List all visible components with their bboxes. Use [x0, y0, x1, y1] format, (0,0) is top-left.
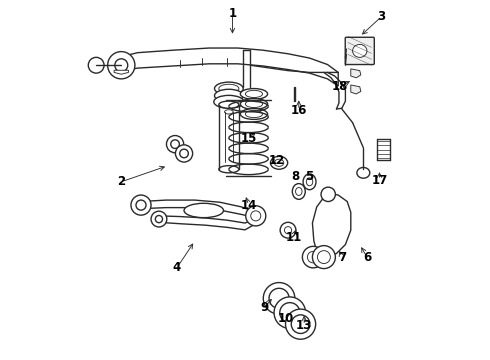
Ellipse shape — [215, 89, 243, 102]
Circle shape — [175, 145, 193, 162]
Ellipse shape — [306, 178, 313, 186]
Circle shape — [321, 187, 335, 202]
FancyBboxPatch shape — [345, 37, 374, 64]
Circle shape — [280, 303, 300, 323]
Polygon shape — [351, 69, 361, 78]
Polygon shape — [351, 85, 361, 94]
Ellipse shape — [353, 44, 367, 57]
Ellipse shape — [240, 89, 268, 99]
Polygon shape — [313, 193, 351, 257]
Text: 16: 16 — [291, 104, 307, 117]
Text: 17: 17 — [371, 174, 388, 186]
Circle shape — [115, 59, 128, 72]
Circle shape — [88, 57, 104, 73]
Ellipse shape — [295, 188, 302, 195]
Circle shape — [131, 195, 151, 215]
Circle shape — [280, 222, 296, 238]
Text: 6: 6 — [363, 251, 371, 264]
Text: 12: 12 — [269, 154, 285, 167]
Circle shape — [263, 283, 295, 314]
Circle shape — [171, 140, 179, 148]
Text: 1: 1 — [228, 7, 237, 20]
Circle shape — [167, 135, 184, 153]
Circle shape — [286, 309, 316, 339]
Ellipse shape — [303, 174, 316, 190]
Ellipse shape — [219, 166, 239, 173]
Polygon shape — [141, 200, 256, 218]
Circle shape — [285, 226, 292, 234]
Text: 13: 13 — [296, 319, 312, 332]
Circle shape — [302, 246, 324, 268]
Ellipse shape — [219, 84, 239, 93]
Circle shape — [318, 251, 330, 264]
Circle shape — [274, 297, 306, 328]
Ellipse shape — [293, 184, 305, 199]
Ellipse shape — [224, 110, 233, 114]
Polygon shape — [159, 216, 256, 230]
Text: 15: 15 — [241, 132, 257, 145]
Circle shape — [269, 288, 289, 309]
Circle shape — [313, 246, 335, 269]
Ellipse shape — [184, 203, 223, 218]
Polygon shape — [114, 70, 128, 74]
Circle shape — [136, 200, 146, 210]
Ellipse shape — [215, 82, 243, 95]
Text: 4: 4 — [173, 261, 181, 274]
Circle shape — [108, 51, 135, 79]
Ellipse shape — [357, 167, 370, 178]
Ellipse shape — [240, 99, 268, 109]
Text: 8: 8 — [291, 170, 299, 183]
Ellipse shape — [245, 90, 263, 98]
Text: 18: 18 — [332, 80, 348, 93]
Ellipse shape — [240, 109, 268, 120]
Text: 7: 7 — [338, 251, 346, 264]
Ellipse shape — [245, 111, 263, 118]
Circle shape — [155, 216, 163, 223]
Ellipse shape — [270, 156, 288, 169]
Circle shape — [245, 206, 266, 226]
Text: 9: 9 — [261, 301, 269, 314]
Circle shape — [151, 211, 167, 227]
Ellipse shape — [219, 101, 239, 108]
Ellipse shape — [214, 95, 244, 108]
Text: 10: 10 — [278, 311, 294, 325]
Circle shape — [180, 149, 188, 158]
Circle shape — [307, 251, 319, 263]
Text: 11: 11 — [285, 231, 301, 244]
Text: 5: 5 — [305, 170, 314, 183]
Text: 2: 2 — [117, 175, 125, 188]
Ellipse shape — [245, 100, 263, 108]
Circle shape — [251, 211, 261, 221]
Polygon shape — [116, 48, 338, 86]
Text: 14: 14 — [241, 199, 257, 212]
Ellipse shape — [274, 159, 284, 166]
Text: 3: 3 — [377, 10, 385, 23]
Circle shape — [291, 315, 310, 333]
